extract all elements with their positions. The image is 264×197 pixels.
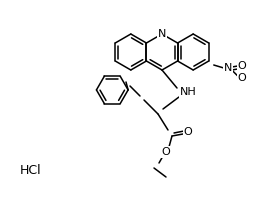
Text: N: N	[158, 29, 166, 39]
Text: O: O	[162, 147, 170, 157]
Text: NH: NH	[180, 87, 197, 97]
Text: O: O	[184, 127, 192, 137]
Text: O: O	[237, 73, 246, 83]
Text: N: N	[224, 63, 232, 73]
Text: HCl: HCl	[20, 164, 42, 177]
Text: O: O	[237, 61, 246, 71]
